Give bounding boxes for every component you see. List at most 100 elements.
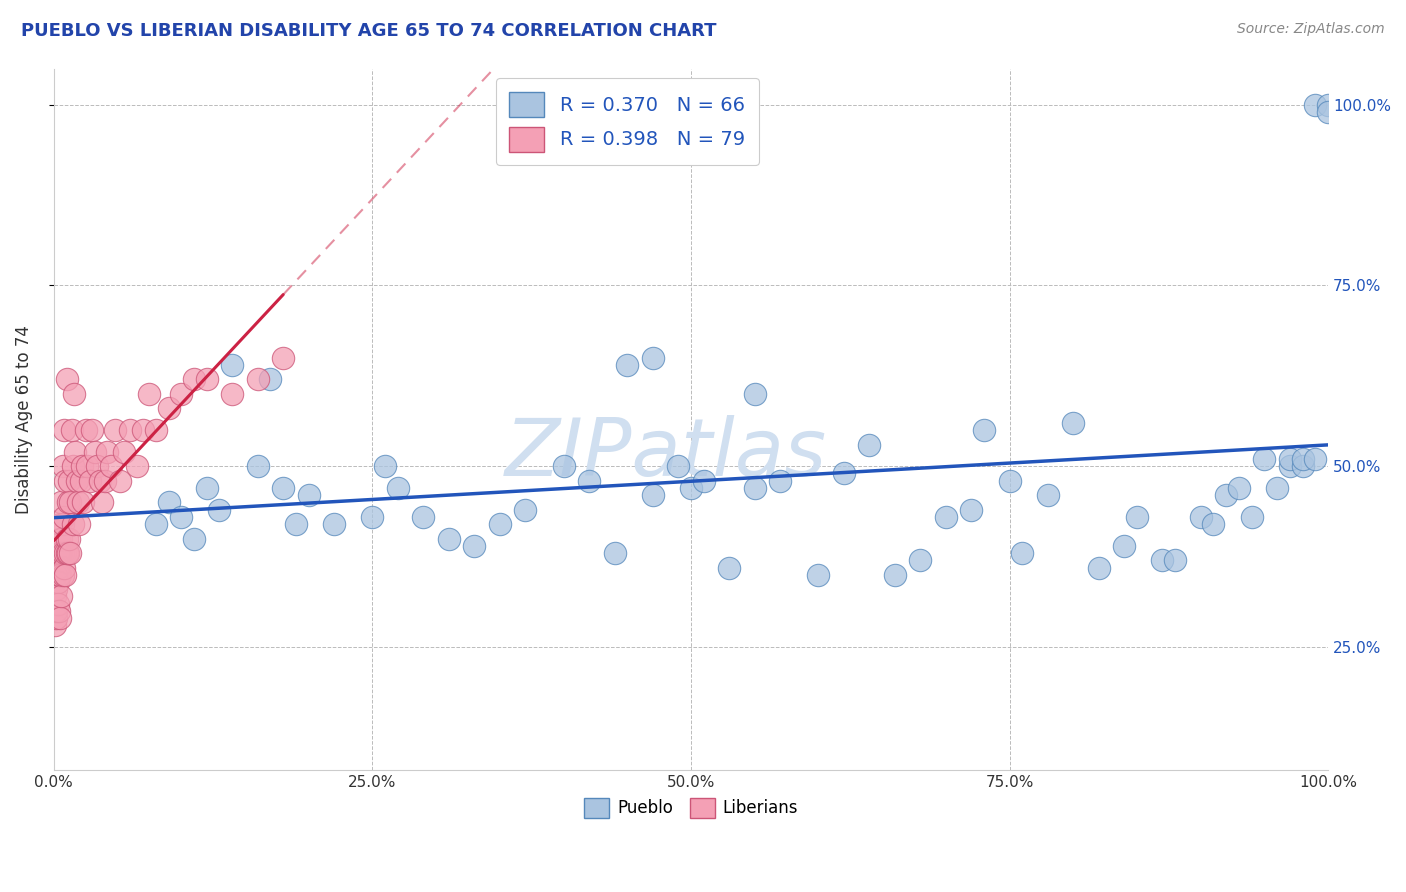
Point xyxy=(246,372,269,386)
Point xyxy=(67,517,90,532)
Point xyxy=(183,532,205,546)
Point xyxy=(221,387,243,401)
Point xyxy=(1036,488,1059,502)
Point xyxy=(744,387,766,401)
Point xyxy=(52,567,75,582)
Point xyxy=(1278,459,1301,474)
Point xyxy=(51,546,73,560)
Point xyxy=(679,481,702,495)
Point xyxy=(960,502,983,516)
Point xyxy=(1087,560,1109,574)
Point xyxy=(616,358,638,372)
Point xyxy=(323,517,346,532)
Point xyxy=(807,567,830,582)
Point xyxy=(62,517,84,532)
Point xyxy=(51,532,73,546)
Point xyxy=(49,611,72,625)
Point xyxy=(1152,553,1174,567)
Point xyxy=(48,567,70,582)
Point xyxy=(86,459,108,474)
Point xyxy=(578,474,600,488)
Point xyxy=(195,372,218,386)
Point xyxy=(935,509,957,524)
Point xyxy=(59,546,82,560)
Point xyxy=(51,590,73,604)
Point xyxy=(44,604,66,618)
Point xyxy=(112,445,135,459)
Point xyxy=(412,509,434,524)
Point xyxy=(284,517,307,532)
Point xyxy=(46,546,69,560)
Point xyxy=(66,474,89,488)
Point xyxy=(79,474,101,488)
Point xyxy=(769,474,792,488)
Point xyxy=(44,590,66,604)
Point xyxy=(83,445,105,459)
Point xyxy=(46,574,69,589)
Text: ZIPatlas: ZIPatlas xyxy=(505,416,827,493)
Point xyxy=(832,467,855,481)
Point xyxy=(53,509,76,524)
Point xyxy=(489,517,512,532)
Point xyxy=(1291,459,1313,474)
Point xyxy=(1202,517,1225,532)
Point xyxy=(53,567,76,582)
Point xyxy=(120,423,142,437)
Point xyxy=(45,582,67,597)
Point xyxy=(259,372,281,386)
Point xyxy=(1189,509,1212,524)
Point xyxy=(45,604,67,618)
Point xyxy=(53,560,76,574)
Point xyxy=(75,423,97,437)
Point xyxy=(65,445,87,459)
Point xyxy=(69,474,91,488)
Text: PUEBLO VS LIBERIAN DISABILITY AGE 65 TO 74 CORRELATION CHART: PUEBLO VS LIBERIAN DISABILITY AGE 65 TO … xyxy=(21,22,717,40)
Point xyxy=(46,560,69,574)
Point xyxy=(55,546,77,560)
Point xyxy=(46,597,69,611)
Point xyxy=(1305,97,1327,112)
Point xyxy=(44,618,66,632)
Point xyxy=(132,423,155,437)
Point xyxy=(1317,97,1340,112)
Point xyxy=(138,387,160,401)
Point xyxy=(91,495,114,509)
Point xyxy=(104,423,127,437)
Point xyxy=(1011,546,1033,560)
Point xyxy=(183,372,205,386)
Point xyxy=(62,459,84,474)
Point xyxy=(52,546,75,560)
Point xyxy=(59,495,82,509)
Text: Source: ZipAtlas.com: Source: ZipAtlas.com xyxy=(1237,22,1385,37)
Point xyxy=(53,474,76,488)
Point xyxy=(48,604,70,618)
Point xyxy=(361,509,384,524)
Point xyxy=(1291,452,1313,467)
Point xyxy=(48,546,70,560)
Point xyxy=(641,351,664,365)
Point xyxy=(973,423,995,437)
Point xyxy=(374,459,396,474)
Point xyxy=(58,474,80,488)
Point xyxy=(463,539,485,553)
Point xyxy=(1305,452,1327,467)
Legend: Pueblo, Liberians: Pueblo, Liberians xyxy=(576,791,806,825)
Point xyxy=(883,567,905,582)
Point xyxy=(72,495,94,509)
Point xyxy=(96,445,118,459)
Point xyxy=(246,459,269,474)
Point xyxy=(108,474,131,488)
Point xyxy=(145,423,167,437)
Point xyxy=(221,358,243,372)
Point xyxy=(94,474,117,488)
Point xyxy=(53,423,76,437)
Point xyxy=(170,387,193,401)
Point xyxy=(603,546,626,560)
Point xyxy=(744,481,766,495)
Point xyxy=(51,495,73,509)
Point xyxy=(145,517,167,532)
Point xyxy=(515,502,537,516)
Point xyxy=(52,517,75,532)
Point xyxy=(1240,509,1263,524)
Point xyxy=(1253,452,1275,467)
